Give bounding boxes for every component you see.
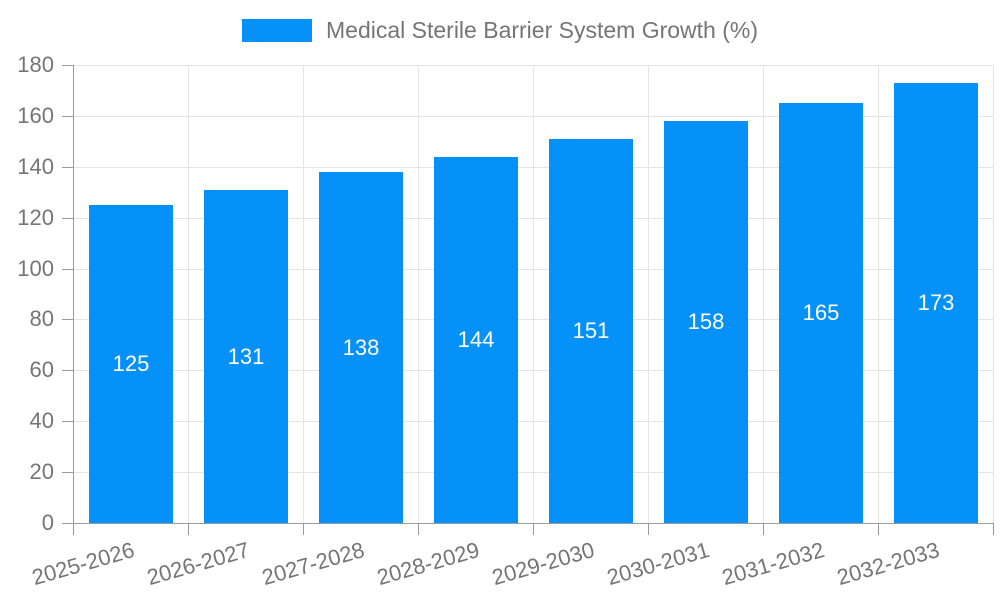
bar[interactable]: 158 xyxy=(664,121,748,523)
x-axis-tick xyxy=(763,524,764,535)
x-axis-label: 2031-2032 xyxy=(718,537,827,591)
x-gridline xyxy=(533,65,534,523)
x-axis-label: 2027-2028 xyxy=(258,537,367,591)
y-axis-label: 120 xyxy=(17,205,54,230)
x-axis-tick xyxy=(878,524,879,535)
x-gridline xyxy=(418,65,419,523)
x-axis-tick xyxy=(303,524,304,535)
y-axis-tick xyxy=(62,523,73,524)
x-axis-label: 2029-2030 xyxy=(488,537,597,591)
legend-item[interactable]: Medical Sterile Barrier System Growth (%… xyxy=(0,16,1000,44)
x-axis-tick xyxy=(648,524,649,535)
x-gridline xyxy=(878,65,879,523)
y-axis-label: 60 xyxy=(29,357,54,382)
bar-value-label: 165 xyxy=(802,300,840,325)
y-axis-label: 140 xyxy=(17,154,54,179)
bar-value-label: 138 xyxy=(342,334,380,360)
x-gridline xyxy=(763,65,764,523)
x-axis-tick xyxy=(188,524,189,535)
bar-value-label: 131 xyxy=(227,343,265,369)
legend-swatch xyxy=(242,18,312,42)
bar[interactable]: 173 xyxy=(894,83,978,523)
x-axis-label: 2026-2027 xyxy=(143,537,252,591)
y-axis-label: 160 xyxy=(17,103,54,128)
x-axis-tick xyxy=(993,524,994,535)
x-axis-tick xyxy=(418,524,419,535)
y-axis-tick xyxy=(62,472,73,473)
x-gridline xyxy=(648,65,649,523)
bar-value-label: 151 xyxy=(572,318,610,343)
legend-label: Medical Sterile Barrier System Growth (%… xyxy=(326,17,758,43)
y-axis-tick xyxy=(62,116,73,117)
y-axis-label: 40 xyxy=(29,408,54,433)
x-gridline xyxy=(188,65,189,523)
y-axis-label: 180 xyxy=(17,52,54,77)
y-axis-tick xyxy=(62,319,73,320)
bar[interactable]: 165 xyxy=(779,103,863,523)
y-axis-label: 0 xyxy=(41,510,54,535)
y-axis-tick xyxy=(62,269,73,270)
bar[interactable]: 125 xyxy=(89,205,173,523)
y-axis-label: 80 xyxy=(29,306,54,331)
y-axis-label: 100 xyxy=(17,256,54,281)
y-axis-tick xyxy=(62,65,73,66)
y-axis-tick xyxy=(62,218,73,219)
bar[interactable]: 151 xyxy=(549,139,633,523)
bar[interactable]: 131 xyxy=(204,190,288,523)
bar-value-label: 158 xyxy=(687,309,725,334)
bar-value-label: 125 xyxy=(112,351,150,376)
y-axis-line xyxy=(73,65,74,524)
x-axis-tick xyxy=(73,524,74,535)
x-axis-label: 2028-2029 xyxy=(373,537,482,591)
x-axis-label: 2030-2031 xyxy=(603,537,712,591)
x-gridline xyxy=(303,65,304,523)
y-axis-tick xyxy=(62,167,73,168)
x-axis-label: 2032-2033 xyxy=(833,537,942,591)
x-axis-line xyxy=(73,523,994,524)
x-gridline xyxy=(993,65,994,523)
x-axis-tick xyxy=(533,524,534,535)
bar[interactable]: 138 xyxy=(319,172,403,523)
bar[interactable]: 144 xyxy=(434,157,518,523)
y-axis-label: 20 xyxy=(29,459,54,484)
y-axis-tick xyxy=(62,421,73,422)
bar-value-label: 173 xyxy=(917,290,955,315)
bar-value-label: 144 xyxy=(457,327,495,352)
x-axis-label: 2025-2026 xyxy=(28,537,137,591)
y-axis-tick xyxy=(62,370,73,371)
